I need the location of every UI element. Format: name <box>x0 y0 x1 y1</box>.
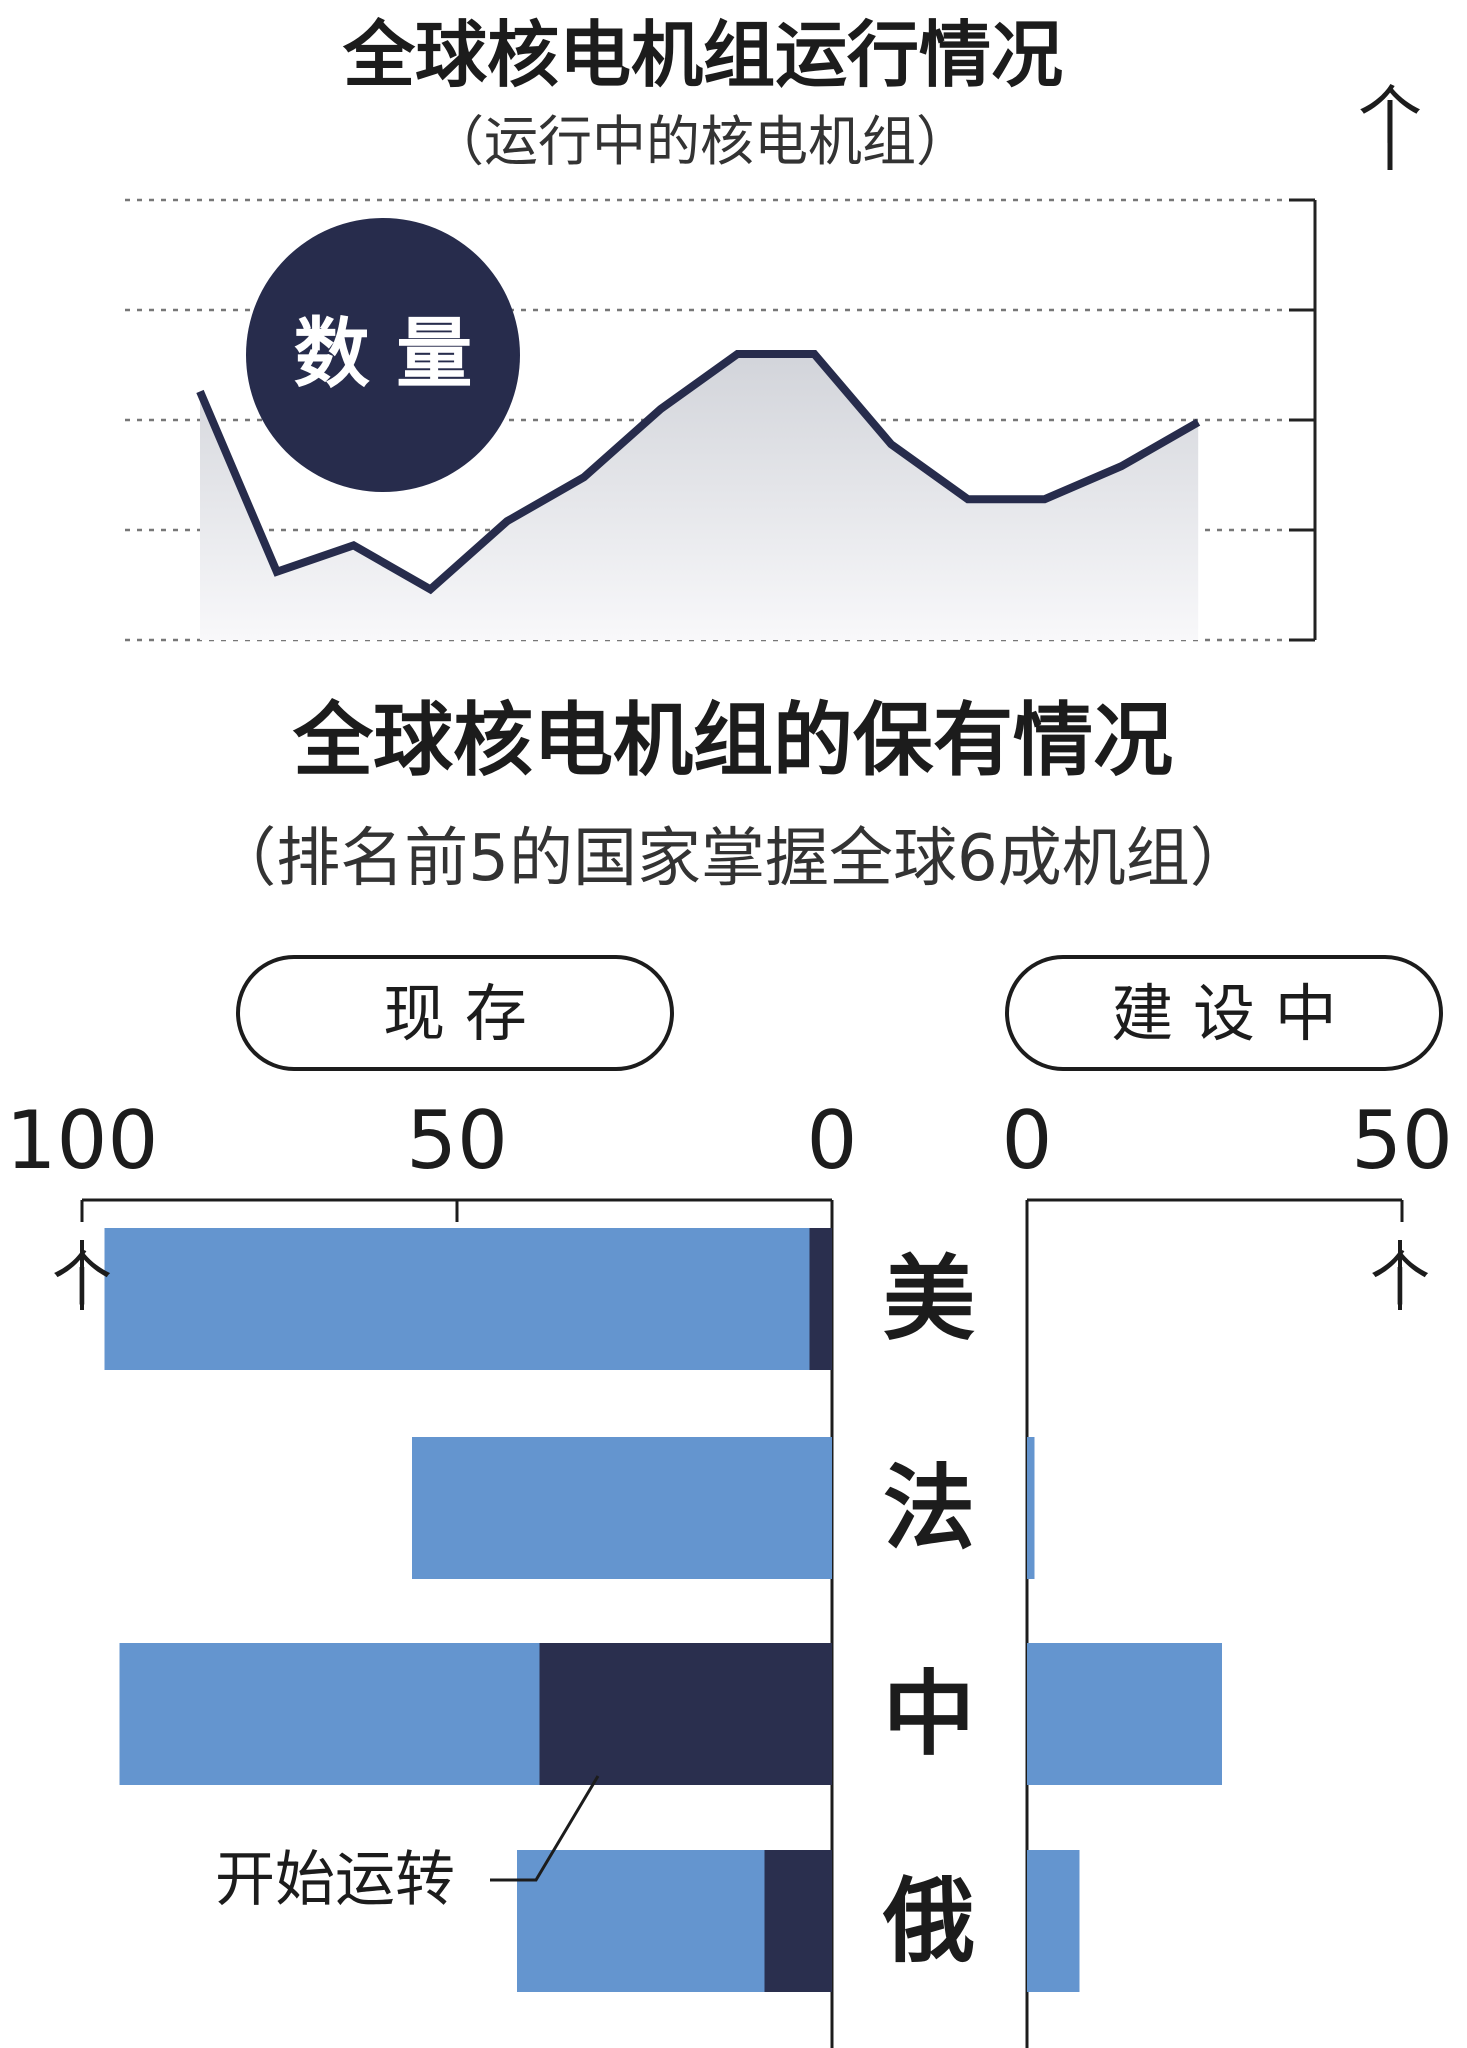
left-unit-label: 个 <box>52 1245 112 1315</box>
bar-chart-bars <box>104 1228 1222 1992</box>
left-x-tick-label: 0 <box>807 1094 858 1187</box>
construction-panel-label: 建 设 中 <box>1111 977 1336 1050</box>
quantity-badge-circle <box>246 218 520 492</box>
left-x-tick-label: 50 <box>406 1094 508 1187</box>
bar-start-operation <box>539 1643 832 1785</box>
bar-chart-title: 全球核电机组的保有情况 <box>292 694 1173 787</box>
bar-chart-subtitle: （排名前5的国家掌握全球6成机组） <box>212 822 1253 896</box>
bar-existing <box>412 1437 832 1579</box>
bar-chart-axes: 100 50 0 0 50 <box>6 1094 1453 2048</box>
line-chart-series-line <box>196 350 1201 595</box>
annotation-start-operation: 开始运转 <box>215 1845 455 1915</box>
annotation-leader-line <box>490 1775 600 1882</box>
bar-under-construction <box>1027 1850 1080 1992</box>
bar-start-operation <box>809 1228 832 1370</box>
right-x-tick-label: 0 <box>1002 1094 1053 1187</box>
bar-start-operation <box>764 1850 832 1992</box>
line-chart-title: 全球核电机组运行情况 <box>342 13 1063 97</box>
right-unit-label: 个 <box>1370 1245 1430 1315</box>
existing-panel-label: 现 存 <box>383 977 527 1050</box>
right-x-tick-label: 50 <box>1351 1094 1453 1187</box>
construction-panel-pill <box>1005 955 1443 1071</box>
category-label: 俄 <box>882 1868 975 1975</box>
existing-panel-pill <box>236 955 674 1071</box>
quantity-badge-label: 数 量 <box>294 309 472 398</box>
line-chart-subtitle: （运行中的核电机组） <box>430 110 970 173</box>
category-label: 美 <box>883 1246 975 1353</box>
bar-under-construction <box>1027 1437 1035 1579</box>
bar-under-construction <box>1027 1643 1222 1785</box>
category-label: 法 <box>883 1455 975 1562</box>
line-chart-area <box>200 354 1199 640</box>
category-label: 中 <box>883 1661 975 1768</box>
left-x-tick-label: 100 <box>6 1094 159 1187</box>
line-chart-grid <box>125 100 1393 642</box>
bar-existing <box>104 1228 832 1370</box>
